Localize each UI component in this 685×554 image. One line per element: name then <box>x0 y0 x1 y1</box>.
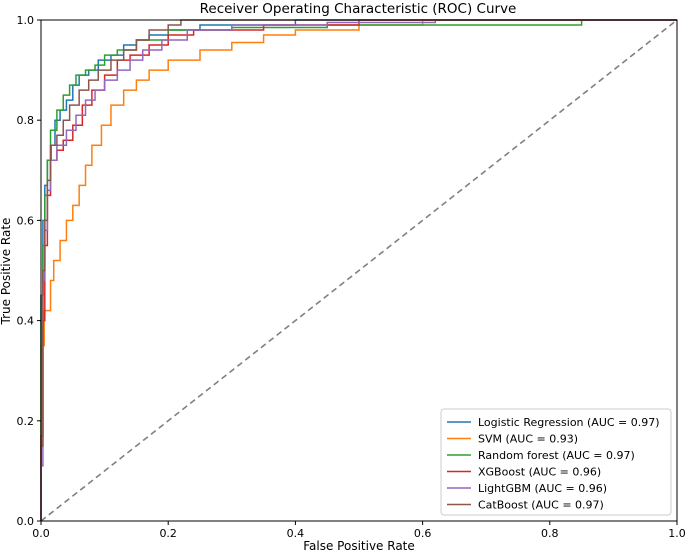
x-axis-label: False Positive Rate <box>303 539 415 553</box>
reference-diagonal-line <box>40 19 678 522</box>
chart-title: Receiver Operating Characteristic (ROC) … <box>200 1 517 17</box>
y-tick-label: 0.4 <box>17 315 35 328</box>
y-tick-label: 0.0 <box>17 515 35 528</box>
legend-frame <box>440 408 672 516</box>
x-tick-label: 0.0 <box>32 527 50 540</box>
y-tick-label: 1.0 <box>17 14 35 27</box>
legend-entry: Random forest (AUC = 0.97) <box>478 449 635 462</box>
x-axis: 0.0 0.2 0.4 0.6 0.8 1.0 <box>32 521 685 540</box>
legend-items: Logistic Regression (AUC = 0.97) SVM (AUC… <box>447 416 660 512</box>
x-tick-label: 1.0 <box>668 527 685 540</box>
legend: Logistic Regression (AUC = 0.97) SVM (AUC… <box>440 408 672 516</box>
curves <box>40 19 678 522</box>
legend-entry: Logistic Regression (AUC = 0.97) <box>478 416 660 429</box>
x-tick-label: 0.4 <box>287 527 305 540</box>
y-tick-label: 0.2 <box>17 415 35 428</box>
x-tick-label: 0.6 <box>414 527 432 540</box>
y-axis: 0.0 0.2 0.4 0.6 0.8 1.0 <box>17 14 41 528</box>
y-tick-label: 0.6 <box>17 214 35 227</box>
plot-frame <box>40 19 678 522</box>
plot-area <box>40 19 678 522</box>
legend-entry: LightGBM (AUC = 0.96) <box>478 482 607 495</box>
roc-curve-3 <box>40 19 677 521</box>
roc-curve-5 <box>40 19 677 521</box>
legend-entry: CatBoost (AUC = 0.97) <box>478 499 604 512</box>
legend-entry: XGBoost (AUC = 0.96) <box>478 466 601 479</box>
x-tick-label: 0.8 <box>541 527 559 540</box>
legend-entry: SVM (AUC = 0.93) <box>478 433 578 446</box>
x-tick-label: 0.2 <box>159 527 177 540</box>
roc-curve-1 <box>40 19 677 521</box>
y-axis-label: True Positive Rate <box>0 218 13 326</box>
y-tick-label: 0.8 <box>17 114 35 127</box>
